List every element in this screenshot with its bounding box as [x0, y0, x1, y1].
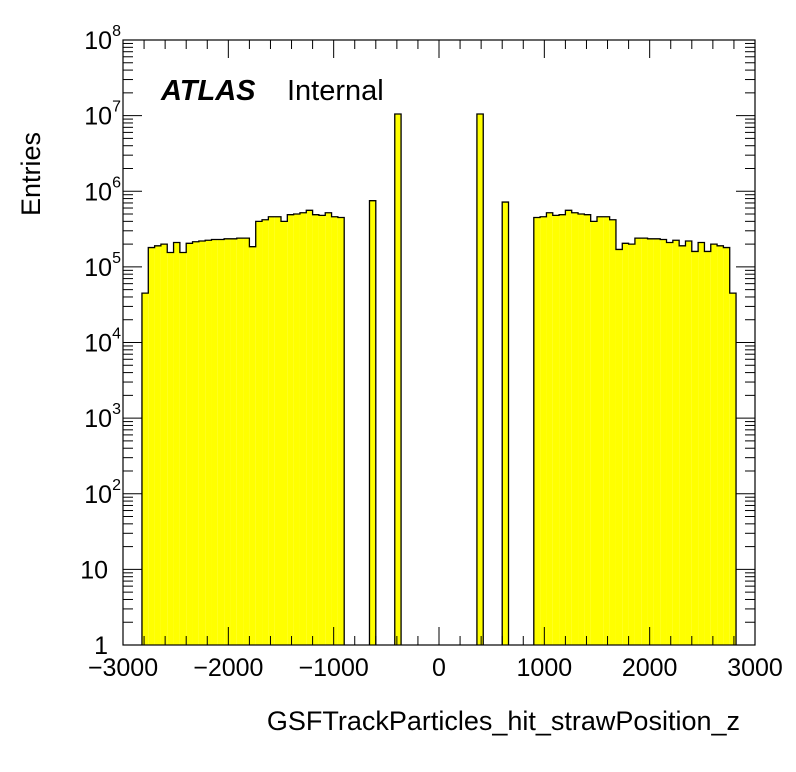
- x-tick-labels: −3000 −2000 −1000 0 1000 2000 3000: [88, 654, 783, 682]
- histogram-bar-6: [179, 252, 187, 645]
- x-tick-label: 2000: [622, 654, 678, 682]
- histogram-bar-56: [660, 239, 667, 645]
- x-axis-title: GSFTrackParticles_hit_strawPosition_z: [267, 706, 740, 736]
- histogram-bar-7: [186, 243, 193, 645]
- y-tick-label: 103: [84, 401, 121, 433]
- histogram-bar-23: [287, 214, 294, 645]
- histogram-bar-21: [274, 216, 281, 645]
- histogram-bar-34: [476, 114, 484, 645]
- y-tick-label: 104: [84, 326, 121, 358]
- histogram-bar-2: [154, 245, 161, 646]
- y-tick-label: 107: [84, 99, 121, 131]
- histogram-bar-53: [641, 238, 648, 645]
- histogram-bar-61: [691, 251, 699, 646]
- histogram-bar-15: [236, 238, 244, 645]
- histogram-bar-47: [603, 216, 610, 645]
- histogram-bar-30: [331, 216, 338, 645]
- histogram-bar-4: [167, 252, 174, 645]
- histogram-bar-37: [540, 216, 547, 645]
- histogram-bar-22: [281, 221, 288, 645]
- histogram-bar-3: [160, 244, 168, 645]
- histogram-bar-52: [634, 238, 642, 645]
- histogram-bar-17: [249, 246, 256, 645]
- histogram-bar-55: [653, 238, 661, 645]
- y-tick-label: 10: [80, 556, 108, 584]
- histogram-bar-66: [723, 247, 730, 646]
- histogram-bar-32: [369, 200, 376, 645]
- histogram-bar-39: [552, 215, 560, 645]
- histogram-bar-51: [628, 244, 635, 645]
- histogram-bar-28: [318, 215, 326, 645]
- histogram-bar-36: [533, 217, 541, 645]
- histogram-bars: [141, 113, 737, 646]
- histogram-bar-49: [615, 249, 623, 645]
- histogram-bar-65: [717, 245, 724, 646]
- histogram-bar-0: [141, 293, 149, 645]
- y-tick-label: 105: [84, 250, 121, 282]
- histogram-bar-12: [217, 239, 225, 645]
- histogram-bar-9: [198, 240, 206, 645]
- histogram-bar-48: [609, 219, 616, 646]
- histogram-bar-59: [679, 245, 686, 646]
- histogram-bar-19: [262, 219, 269, 646]
- histogram-bar-58: [672, 240, 680, 645]
- histogram-bar-38: [546, 212, 553, 646]
- y-tick-label: 1: [94, 632, 108, 660]
- y-tick-labels: 1 10 102 103 104 105 106 107 108: [80, 23, 121, 660]
- y-tick-label: 106: [84, 174, 121, 206]
- x-tick-label: −2000: [193, 654, 263, 682]
- histogram-bar-50: [622, 243, 629, 645]
- histogram-bar-27: [312, 214, 319, 645]
- histogram-bar-42: [571, 212, 579, 646]
- status-label: Internal: [287, 75, 384, 107]
- histogram-bar-1: [148, 247, 155, 646]
- histogram-bar-31: [337, 217, 345, 645]
- histogram-bar-57: [666, 242, 673, 645]
- histogram-bar-11: [211, 239, 218, 645]
- histogram-bar-33: [394, 114, 402, 645]
- histogram-bar-63: [704, 251, 711, 646]
- y-tick-label: 108: [84, 23, 121, 55]
- histogram-bar-43: [578, 214, 585, 646]
- x-tick-label: 3000: [727, 654, 783, 682]
- histogram-bar-18: [255, 221, 263, 645]
- histogram-bar-29: [325, 212, 332, 646]
- histogram-bar-54: [647, 238, 654, 645]
- histogram-bar-24: [293, 214, 300, 646]
- histogram-bar-67: [729, 293, 737, 645]
- histogram-bar-46: [597, 216, 604, 645]
- axis-ticks: [122, 39, 756, 646]
- histogram-bar-20: [268, 216, 275, 645]
- histogram-bar-10: [205, 240, 212, 645]
- histogram-bar-16: [243, 238, 250, 645]
- histogram-bar-45: [590, 221, 597, 645]
- x-tick-label: 1000: [517, 654, 573, 682]
- y-axis-title: Entries: [16, 132, 46, 216]
- histogram-bar-64: [710, 244, 718, 645]
- histogram-bar-60: [685, 240, 692, 645]
- histogram-bar-13: [224, 238, 231, 645]
- x-tick-label: −1000: [299, 654, 369, 682]
- histogram-bar-5: [173, 242, 180, 645]
- x-tick-label: −3000: [88, 654, 158, 682]
- histogram-outline: [141, 113, 737, 645]
- experiment-label: ATLAS: [160, 75, 256, 107]
- histogram-bar-40: [559, 214, 566, 645]
- histogram-bar-25: [299, 212, 307, 646]
- histogram-bar-8: [192, 241, 199, 645]
- histogram-bar-14: [230, 238, 237, 645]
- histogram-bar-41: [565, 210, 572, 645]
- x-tick-label: 0: [432, 654, 446, 682]
- y-tick-label: 102: [84, 477, 121, 509]
- histogram-bar-62: [698, 242, 705, 645]
- histogram-bar-26: [306, 210, 313, 645]
- histogram-bar-35: [502, 202, 509, 645]
- histogram-bar-44: [584, 214, 591, 645]
